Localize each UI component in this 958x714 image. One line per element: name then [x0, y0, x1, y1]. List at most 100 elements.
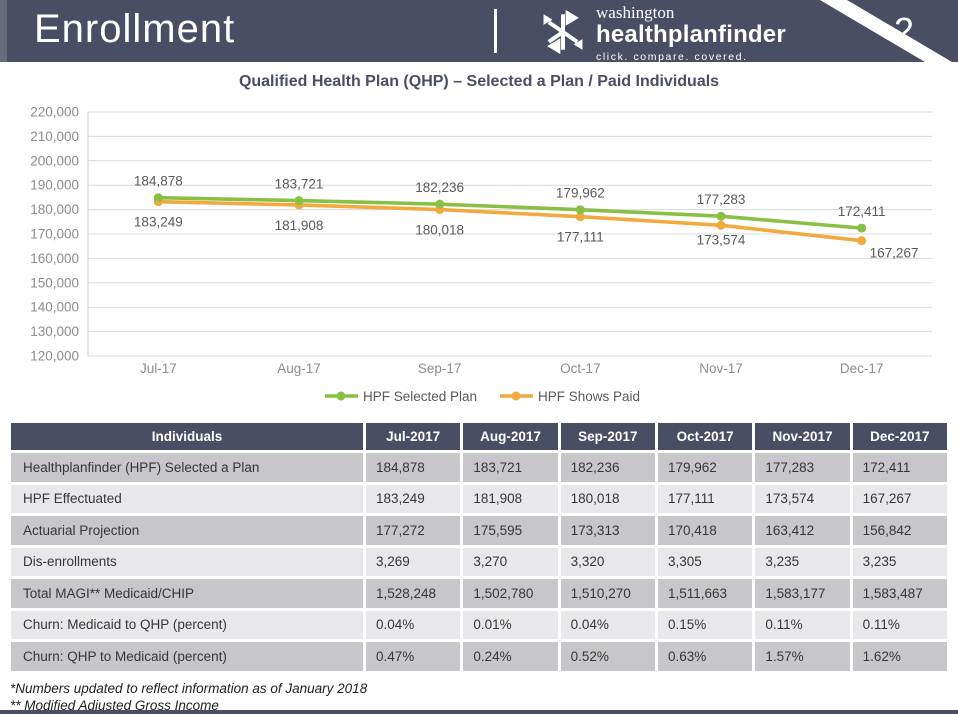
table-row: Healthplanfinder (HPF) Selected a Plan 18…	[11, 453, 947, 482]
y-axis-tick: 220,000	[30, 105, 79, 120]
logo-healthplanfinder: healthplanfinder	[596, 20, 786, 48]
table-cell: 3,320	[560, 547, 655, 577]
logo-tagline: click. compare. covered.	[596, 51, 748, 64]
table-cell: 1,510,270	[560, 579, 655, 608]
data-point-marker	[716, 220, 726, 230]
data-label: 182,236	[415, 180, 464, 195]
enrollment-table: Individuals Jul-2017 Aug-2017 Sep-2017 Oct-2…	[8, 420, 950, 674]
column-header: Sep-2017	[560, 423, 655, 450]
table-row: Actuarial Projection 177,272 175,595 173,31…	[11, 516, 947, 545]
data-point-marker	[294, 196, 304, 206]
table-row: Churn: QHP to Medicaid (percent) 0.47% 0.2…	[11, 642, 947, 671]
header-left-accent	[0, 0, 7, 62]
table-cell: 0.24%	[463, 642, 558, 671]
chart-grid: 120,000 130,000 140,000 150,000 160,000 170,0…	[30, 105, 932, 364]
footnote-magi: ** Modified Adjusted Gross Income	[10, 698, 219, 714]
footnotes: *Numbers updated to reflect information …	[10, 680, 958, 714]
x-axis-tick: Oct-17	[560, 361, 601, 376]
data-label: 181,908	[275, 218, 324, 233]
legend-marker-icon	[511, 391, 521, 401]
y-axis-tick: 140,000	[30, 300, 79, 315]
chart-title: Qualified Health Plan (QHP) – Selected a…	[238, 73, 720, 90]
table-cell: 1.57%	[755, 642, 850, 671]
data-point-marker	[575, 212, 585, 222]
table-cell: 3,270	[463, 547, 558, 577]
data-label: 184,878	[134, 174, 183, 189]
table-cell: 173,313	[560, 516, 655, 545]
y-axis-tick: 130,000	[30, 324, 79, 339]
x-axis-tick: Dec-17	[840, 361, 884, 376]
column-header: Dec-2017	[852, 423, 947, 450]
table-cell: 172,411	[852, 453, 947, 482]
row-label: Churn: QHP to Medicaid (percent)	[11, 642, 363, 671]
column-header: Aug-2017	[463, 423, 558, 450]
row-label: Churn: Medicaid to QHP (percent)	[11, 610, 363, 640]
data-label: 172,411	[838, 204, 886, 219]
table-cell: 0.04%	[366, 610, 461, 640]
table-row: Dis-enrollments 3,269 3,270 3,320 3,305 3,235…	[11, 547, 947, 577]
column-header: Jul-2017	[366, 423, 461, 450]
x-axis-tick: Sep-17	[418, 361, 462, 376]
data-point-marker	[716, 211, 726, 221]
data-label: 177,111	[557, 230, 604, 245]
table-cell: 184,878	[366, 453, 461, 482]
table-row: Churn: Medicaid to QHP (percent) 0.04% 0.0…	[11, 610, 947, 640]
table-cell: 182,236	[560, 453, 655, 482]
table-cell: 3,235	[755, 547, 850, 577]
table-cell: 175,595	[463, 516, 558, 545]
table-cell: 0.11%	[755, 610, 850, 640]
x-axis-tick: Aug-17	[277, 361, 321, 376]
x-axis-tick: Nov-17	[699, 361, 743, 376]
chart-area: 120,000 130,000 140,000 150,000 160,000 170,0…	[0, 96, 958, 418]
header-divider	[494, 9, 497, 53]
table-cell: 3,269	[366, 547, 461, 577]
data-label: 183,721	[275, 177, 324, 192]
bottom-accent-bar	[0, 710, 958, 714]
table-cell: 163,412	[755, 516, 850, 545]
table-cell: 1.62%	[852, 642, 947, 671]
table-cell: 1,511,663	[657, 579, 753, 608]
legend-label: HPF Selected Plan	[363, 389, 477, 404]
table-cell: 170,418	[657, 516, 753, 545]
column-header: Individuals	[11, 423, 363, 450]
legend-label: HPF Shows Paid	[538, 389, 640, 404]
y-axis-tick: 210,000	[30, 129, 79, 144]
table-cell: 0.15%	[657, 610, 753, 640]
legend-marker-icon	[336, 391, 346, 401]
table-cell: 1,583,177	[755, 579, 850, 608]
data-label: 183,249	[134, 215, 183, 230]
y-axis-tick: 120,000	[30, 349, 79, 364]
snowflake-logo-icon	[540, 6, 586, 63]
y-axis-tick: 200,000	[30, 153, 79, 168]
data-label: 173,574	[697, 232, 746, 247]
data-label: 180,018	[415, 223, 464, 238]
table-cell: 0.11%	[852, 610, 947, 640]
table-cell: 179,962	[657, 453, 753, 482]
table-cell: 0.63%	[657, 642, 753, 671]
column-header: Nov-2017	[755, 423, 850, 450]
table-cell: 3,305	[657, 547, 753, 577]
data-point-marker	[857, 223, 867, 233]
y-axis-tick: 180,000	[30, 202, 79, 217]
data-point-marker	[857, 236, 867, 246]
series-hpf-selected-plan: 184,878 183,721 182,236 179,962 177,283 172,4…	[134, 174, 886, 233]
table-cell: 180,018	[560, 484, 655, 514]
table-cell: 1,528,248	[366, 579, 461, 608]
table-cell: 183,721	[463, 453, 558, 482]
table-cell: 183,249	[366, 484, 461, 514]
healthplanfinder-logo: washington healthplanfinder click. compa…	[540, 4, 786, 63]
chart-legend: HPF Selected Plan HPF Shows Paid	[325, 389, 640, 404]
column-header: Oct-2017	[657, 423, 753, 450]
footnote-updated: *Numbers updated to reflect information …	[10, 680, 368, 696]
x-axis-tick: Jul-17	[140, 361, 177, 376]
table-cell: 177,111	[657, 484, 753, 514]
data-point-marker	[575, 205, 585, 215]
row-label: Dis-enrollments	[11, 547, 363, 577]
data-point-marker	[435, 199, 445, 209]
y-axis-tick: 160,000	[30, 251, 79, 266]
data-point-marker	[153, 193, 163, 203]
row-label: Actuarial Projection	[11, 516, 363, 545]
y-axis-tick: 150,000	[30, 275, 79, 290]
table-cell: 181,908	[463, 484, 558, 514]
table-cell: 167,267	[852, 484, 947, 514]
